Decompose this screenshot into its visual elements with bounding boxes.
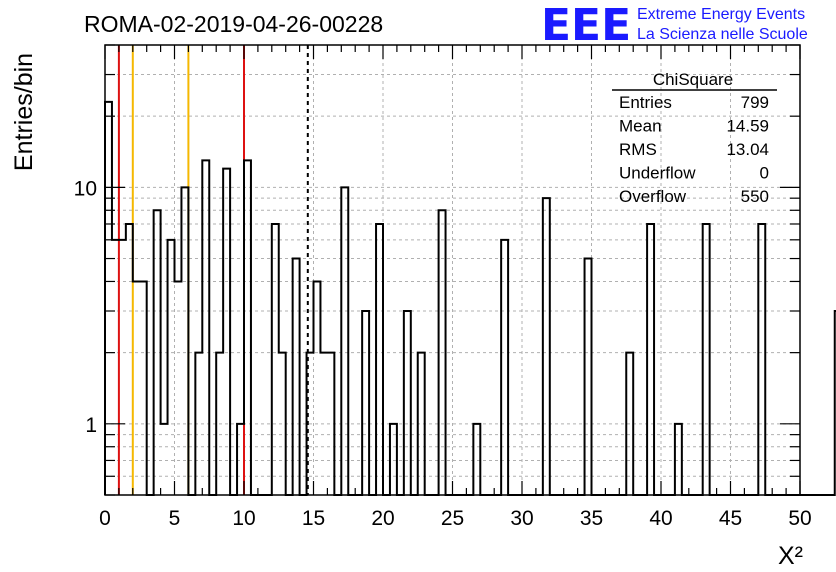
stats-value-rms: 13.04 xyxy=(726,140,769,159)
stats-label-entries: Entries xyxy=(619,93,672,112)
stats-value-underflow: 0 xyxy=(760,164,769,183)
y-tick-label: 1 xyxy=(85,414,97,437)
stats-value-entries: 799 xyxy=(741,93,769,112)
stats-box: ChiSquare Entries 799 Mean 14.59 RMS 13.04 Und… xyxy=(612,70,777,206)
histogram-series xyxy=(104,100,836,496)
logo-line-2: La Scienza nelle Scuole xyxy=(637,26,808,43)
tick-labels: 0 5 10 15 20 25 30 35 40 45 50 1 10 xyxy=(74,177,812,530)
x-tick-label: 5 xyxy=(169,507,181,530)
x-tick-label: 10 xyxy=(232,507,255,530)
stats-title: ChiSquare xyxy=(653,70,733,89)
x-tick-label: 50 xyxy=(788,507,811,530)
x-tick-label: 15 xyxy=(302,507,325,530)
stats-value-overflow: 550 xyxy=(741,187,769,206)
x-tick-label: 40 xyxy=(649,507,672,530)
stats-label-mean: Mean xyxy=(619,117,662,136)
x-tick-label: 30 xyxy=(510,507,533,530)
x-tick-label: 20 xyxy=(371,507,394,530)
x-axis-title: X² xyxy=(778,542,803,570)
chart-title: ROMA-02-2019-04-26-00228 xyxy=(84,11,383,37)
stats-value-mean: 14.59 xyxy=(726,117,769,136)
logo-line-1: Extreme Energy Events xyxy=(637,6,805,23)
x-tick-label: 25 xyxy=(441,507,464,530)
eee-logo-text: EEE xyxy=(541,0,631,51)
x-tick-label: 35 xyxy=(580,507,603,530)
axis-ticks xyxy=(104,44,801,496)
x-tick-label: 0 xyxy=(99,507,111,530)
y-axis-title: Entries/bin xyxy=(10,53,38,171)
stats-label-rms: RMS xyxy=(619,140,657,159)
y-tick-label: 10 xyxy=(74,177,97,200)
x-tick-label: 45 xyxy=(719,507,742,530)
stats-label-underflow: Underflow xyxy=(619,164,696,183)
eee-logo: EEE Extreme Energy Events La Scienza nel… xyxy=(541,0,808,51)
stats-label-overflow: Overflow xyxy=(619,187,687,206)
